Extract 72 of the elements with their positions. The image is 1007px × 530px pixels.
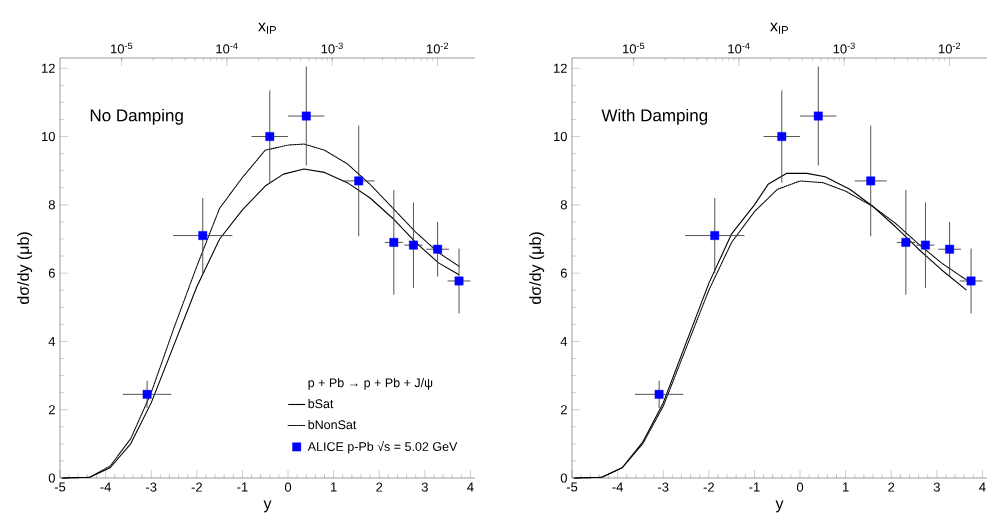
y-tick-label: 6 — [560, 268, 567, 278]
x2-tick-label: 10$^{-5}$ — [111, 42, 133, 54]
point — [354, 176, 364, 186]
legend-label: bNonSat — [308, 419, 357, 430]
y-axis-title: dσ/dy (μb) — [17, 232, 33, 304]
x-tick-label: -4 — [100, 482, 111, 492]
x2-tick-label: 10$^{-2}$ — [938, 42, 961, 54]
x-tick-label: 1 — [843, 482, 849, 492]
x-axis-title: y — [775, 500, 784, 513]
x-tick-label: -3 — [658, 482, 669, 492]
x2-axis-title: x$_{IP}$ — [770, 22, 788, 34]
point — [409, 240, 418, 250]
y-tick-label: 8 — [560, 200, 567, 210]
y-tick-label: 2 — [48, 405, 55, 415]
point — [142, 389, 152, 399]
x-tick-label: -4 — [612, 482, 623, 492]
y-axis-title: dσ/dy (μb) — [529, 232, 545, 304]
x-tick-label: 2 — [888, 482, 895, 492]
point — [710, 231, 720, 240]
point — [433, 244, 442, 254]
point — [901, 237, 911, 247]
point — [813, 111, 823, 121]
annotation: No Damping — [90, 108, 183, 125]
x-tick-label: -1 — [237, 482, 248, 492]
y-tick-label: 10 — [41, 131, 55, 142]
x-tick-label: -2 — [191, 482, 202, 492]
x-tick-label: 4 — [979, 482, 986, 492]
annotation: With Damping — [601, 108, 708, 125]
point — [777, 132, 787, 141]
x-tick-label: 2 — [376, 482, 383, 492]
y-tick-label: 2 — [560, 405, 567, 415]
point — [389, 237, 399, 247]
x-tick-label: 3 — [933, 482, 940, 492]
y-tick-label: 8 — [48, 200, 55, 210]
x-tick-label: 1 — [331, 482, 337, 492]
x-tick-label: 0 — [284, 482, 292, 492]
point — [198, 231, 208, 240]
y-tick-label: 0 — [48, 473, 55, 483]
x-tick-label: -5 — [566, 482, 578, 492]
point — [921, 240, 930, 250]
legend-title: p + Pb → p + Pb + J/ψ — [308, 377, 433, 390]
point — [654, 389, 664, 399]
x-axis-title: y — [263, 500, 272, 513]
y-tick-label: 6 — [48, 268, 55, 278]
y-tick-label: 10 — [554, 131, 567, 142]
y-tick-label: 0 — [560, 473, 567, 483]
x-tick-label: 3 — [421, 482, 428, 492]
x2-tick-label: 10$^{-5}$ — [623, 42, 645, 54]
x2-axis-title: x$_{IP}$ — [258, 22, 276, 34]
x2-tick-label: 10$^{-4}$ — [216, 42, 238, 54]
x-tick-label: 4 — [467, 482, 474, 492]
y-tick-label: 4 — [560, 336, 568, 346]
point — [454, 276, 464, 286]
x-tick-label: -2 — [703, 482, 714, 492]
y-tick-label: 12 — [41, 63, 55, 73]
x-tick-label: -3 — [146, 482, 157, 492]
point — [945, 244, 955, 254]
legend-label: ALICE p-Pb √s = 5.02 GeV — [307, 440, 458, 454]
y-tick-label: 12 — [554, 63, 567, 73]
point — [966, 276, 976, 286]
x-tick-label: -1 — [749, 482, 760, 492]
x2-tick-label: 10$^{-2}$ — [426, 42, 449, 54]
x2-tick-label: 10$^{-3}$ — [833, 42, 855, 54]
x2-tick-label: 10$^{-4}$ — [728, 42, 750, 54]
x-tick-label: -5 — [54, 482, 66, 492]
point — [866, 176, 876, 186]
legend-label: bSat — [308, 398, 334, 409]
x2-tick-label: 10$^{-3}$ — [321, 42, 343, 54]
point — [265, 132, 275, 141]
y-tick-label: 4 — [48, 336, 56, 346]
point — [301, 111, 311, 121]
x-tick-label: 0 — [796, 482, 804, 492]
